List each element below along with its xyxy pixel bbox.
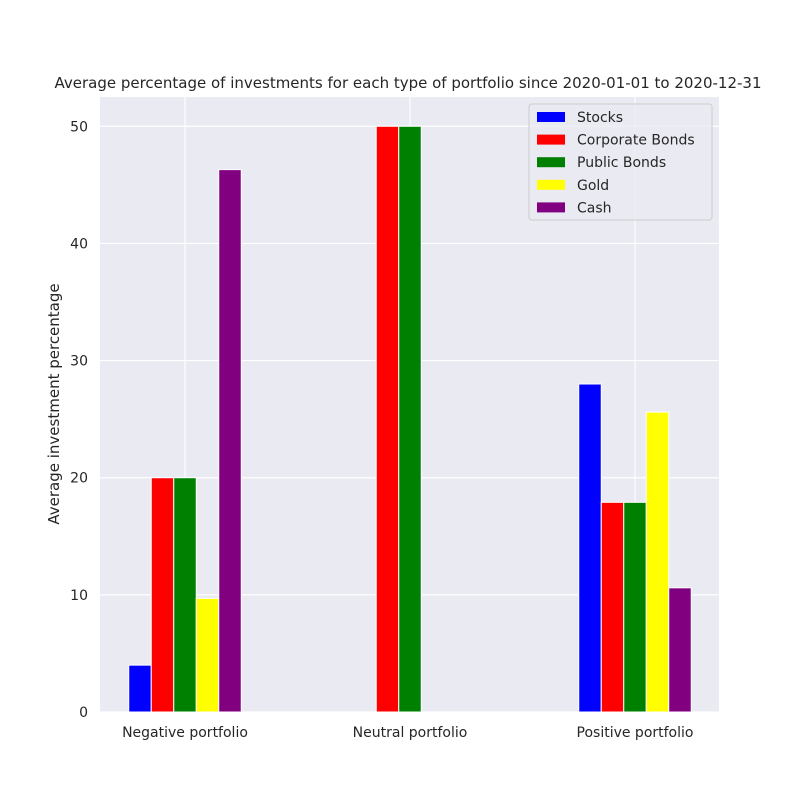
legend-swatch (537, 134, 565, 145)
bar (623, 501, 647, 713)
y-tick-label: 0 (79, 705, 88, 721)
legend: Stocks Corporate Bonds Public Bonds Gold Cas… (528, 103, 713, 221)
bar (150, 477, 175, 713)
bar (128, 664, 152, 713)
y-axis-label: Average investment percentage (45, 283, 63, 524)
legend-label: Public Bonds (577, 155, 666, 171)
bar (668, 587, 692, 713)
legend-label: Cash (577, 200, 612, 216)
x-tick-label: Neutral portfolio (353, 725, 468, 741)
y-tick-labels: 0 10 20 30 40 50 (70, 119, 88, 721)
bar (645, 411, 670, 713)
x-tick-label: Positive portfolio (577, 725, 694, 741)
bar (195, 597, 220, 713)
bars (128, 125, 692, 713)
bar (375, 125, 400, 713)
y-tick-label: 40 (70, 236, 88, 252)
bar (600, 501, 625, 713)
legend-label: Corporate Bonds (577, 133, 695, 149)
legend-label: Gold (577, 178, 609, 194)
y-tick-label: 30 (70, 354, 88, 370)
legend-swatch (537, 179, 565, 190)
chart-title: Average percentage of investments for ea… (54, 74, 761, 92)
x-tick-label: Negative portfolio (122, 725, 248, 741)
legend-box (528, 103, 713, 221)
bar (173, 477, 197, 713)
y-tick-label: 50 (70, 119, 88, 135)
legend-swatch (537, 157, 565, 168)
bar (578, 383, 602, 713)
bar (218, 169, 242, 713)
legend-label: Stocks (577, 110, 623, 126)
legend-swatch (537, 112, 565, 122)
legend-swatch (537, 202, 565, 213)
bar (398, 125, 422, 713)
y-tick-label: 20 (70, 471, 88, 487)
y-tick-label: 10 (70, 588, 88, 604)
x-tick-labels: Negative portfolio Neutral portfolio Posit… (122, 725, 693, 741)
